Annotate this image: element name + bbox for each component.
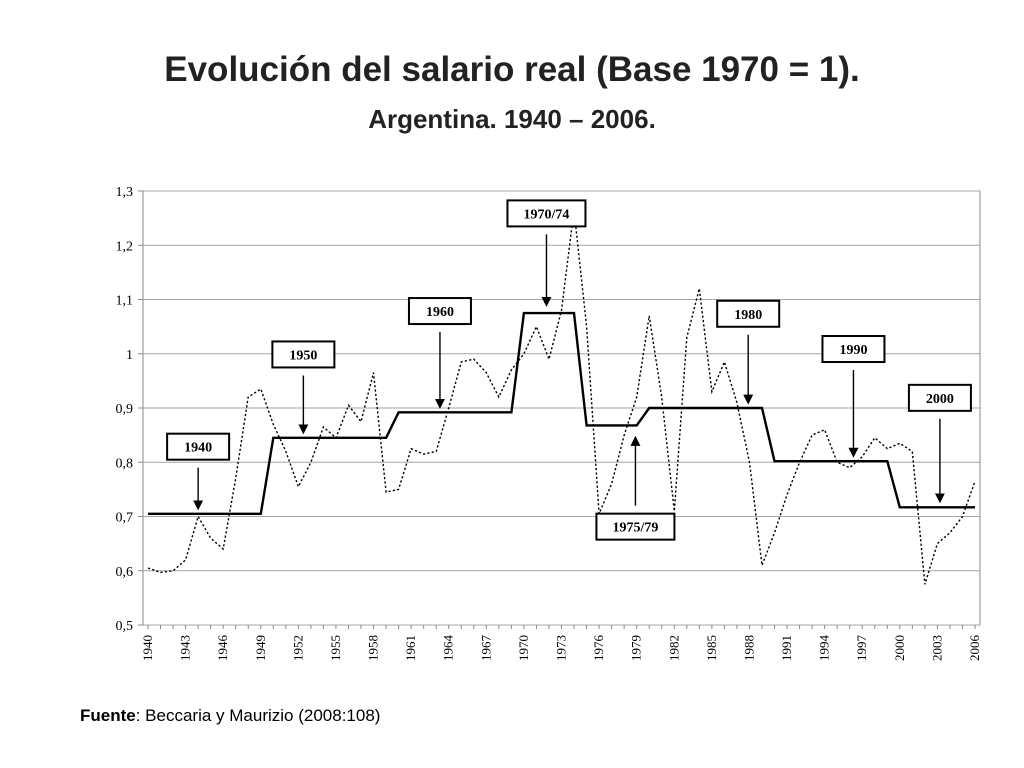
gridlines bbox=[143, 190, 980, 626]
y-tick-label: 0,9 bbox=[116, 402, 134, 417]
x-tick-label: 1946 bbox=[215, 635, 230, 662]
annotation-label: 1990 bbox=[839, 343, 867, 358]
source-label: Fuente bbox=[80, 706, 136, 725]
x-tick-label: 1988 bbox=[741, 635, 756, 661]
y-tick-label: 0,5 bbox=[116, 619, 134, 634]
annotation-label: 1940 bbox=[184, 441, 212, 456]
y-tick-label: 1,2 bbox=[116, 239, 134, 254]
annotation-box bbox=[821, 335, 886, 364]
annual-salary-line bbox=[147, 209, 976, 585]
annotation-box bbox=[907, 383, 972, 412]
source-note: Fuente: Beccaria y Maurizio (2008:108) bbox=[80, 706, 380, 726]
annotation-box bbox=[407, 297, 472, 326]
x-tick-label: 1961 bbox=[403, 635, 418, 661]
x-tick-label: 1940 bbox=[140, 635, 155, 661]
x-tick-label: 1979 bbox=[629, 635, 644, 661]
y-tick-label: 1,1 bbox=[116, 294, 134, 309]
y-tick-label: 0,8 bbox=[116, 456, 134, 471]
annotations: 1940 1950 1960 1970/74 1975/79 1980 1990 2000 bbox=[166, 199, 972, 541]
x-tick-label: 1994 bbox=[817, 635, 832, 662]
x-tick-label: 1997 bbox=[854, 635, 869, 662]
x-tick-label: 1982 bbox=[666, 635, 681, 661]
y-tick-label: 0,7 bbox=[116, 511, 134, 526]
x-tick-label: 2003 bbox=[929, 635, 944, 661]
annotation-label: 1970/74 bbox=[524, 207, 570, 222]
annotation-label: 2000 bbox=[926, 392, 954, 407]
chart-subtitle: Argentina. 1940 – 2006. bbox=[368, 104, 656, 134]
y-tick-label: 1 bbox=[126, 348, 133, 363]
x-tick-label: 1958 bbox=[366, 635, 381, 661]
x-axis-ticks: 1940 1943 1946 1949 1952 1955 1958 1961 1964 1967… bbox=[140, 625, 982, 661]
x-tick-label: 1952 bbox=[290, 635, 305, 661]
x-tick-label: 2000 bbox=[892, 635, 907, 661]
series-lines bbox=[147, 209, 976, 585]
annotation-label: 1975/79 bbox=[612, 521, 658, 536]
source-text: : Beccaria y Maurizio (2008:108) bbox=[135, 706, 381, 725]
y-tick-label: 0,6 bbox=[116, 565, 134, 580]
annotation-label: 1980 bbox=[734, 308, 762, 323]
period-average-line bbox=[148, 311, 975, 515]
annotation-box bbox=[716, 299, 781, 328]
x-tick-label: 1991 bbox=[779, 635, 794, 661]
annotation-box bbox=[506, 199, 587, 228]
x-tick-label: 1967 bbox=[478, 635, 493, 662]
x-tick-label: 1973 bbox=[554, 635, 569, 661]
x-tick-label: 1985 bbox=[704, 635, 719, 661]
annotation-label: 1950 bbox=[289, 348, 317, 363]
annotation-box bbox=[271, 340, 336, 369]
x-tick-label: 2006 bbox=[967, 635, 982, 662]
annotation-box bbox=[166, 432, 231, 461]
y-tick-label: 1,3 bbox=[116, 185, 134, 200]
x-tick-label: 1955 bbox=[328, 635, 343, 661]
chart-title: Evolución del salario real (Base 1970 = … bbox=[164, 50, 860, 89]
annotation-box bbox=[595, 512, 676, 541]
x-tick-label: 1976 bbox=[591, 635, 606, 662]
y-axis-ticks: 0,5 0,6 0,7 0,8 0,9 1 1,1 1,2 1,3 bbox=[116, 185, 143, 634]
x-tick-label: 1943 bbox=[178, 635, 193, 661]
x-tick-label: 1970 bbox=[516, 635, 531, 661]
x-tick-label: 1964 bbox=[441, 635, 456, 662]
annotation-label: 1960 bbox=[426, 305, 454, 320]
x-tick-label: 1949 bbox=[253, 635, 268, 661]
